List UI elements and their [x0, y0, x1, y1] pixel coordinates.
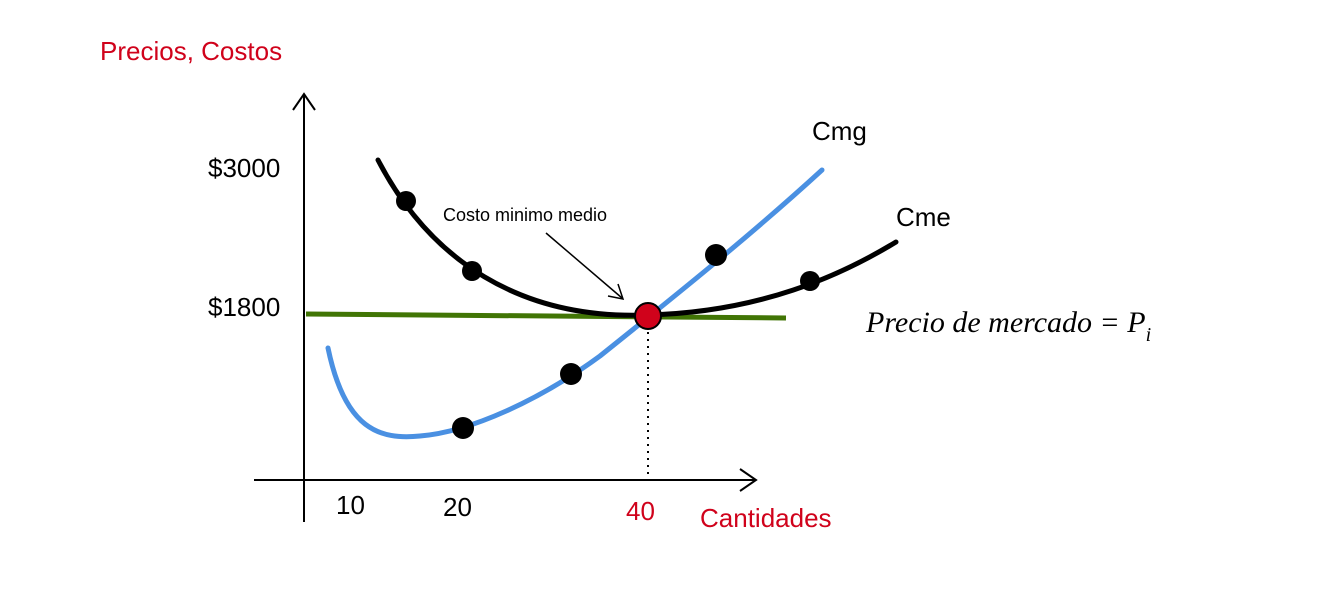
equilibrium-point	[634, 302, 662, 330]
marginal-cost-point	[705, 244, 727, 266]
y-axis-arrowhead	[292, 92, 316, 111]
market-price-formula: Precio de mercado = Pi	[865, 306, 1151, 346]
marginal-cost-label: Cmg	[812, 116, 867, 146]
min-average-cost-annotation: Costo minimo medio	[443, 205, 607, 225]
average-cost-point	[800, 271, 820, 291]
x-tick-20: 20	[443, 492, 472, 522]
x-axis-arrowhead	[739, 468, 758, 492]
average-cost-label: Cme	[896, 202, 951, 232]
x-axis-title: Cantidades	[700, 503, 832, 533]
average-cost-point	[462, 261, 482, 281]
annotation-arrow-shaft	[545, 232, 623, 299]
y-axis-title: Precios, Costos	[100, 36, 282, 66]
market-price-subscript: i	[1146, 324, 1152, 346]
axes	[254, 92, 758, 522]
marginal-cost-point	[560, 363, 582, 385]
x-tick-10: 10	[336, 490, 365, 520]
market-price-text: Precio de mercado = P	[865, 306, 1146, 339]
y-tick-1800: $1800	[208, 292, 280, 322]
average-cost-curve	[375, 157, 899, 318]
x-tick-40: 40	[626, 496, 655, 526]
y-tick-3000: $3000	[208, 153, 280, 183]
marginal-cost-curve	[325, 167, 825, 440]
market-price-line	[305, 311, 787, 321]
average-cost-point	[396, 191, 416, 211]
annotation-arrowhead	[607, 283, 625, 300]
marginal-cost-point	[452, 417, 474, 439]
